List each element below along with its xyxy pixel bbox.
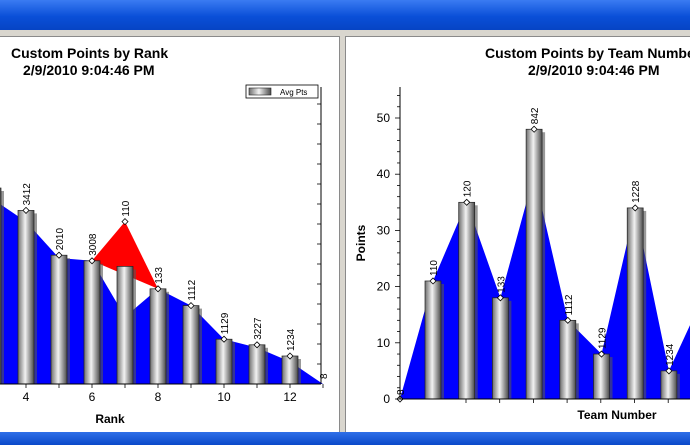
rank-chart-plot: 3412 2010 3008 110 133 1112 1129 3227 1234 8 4 6 8 10… (0, 84, 330, 426)
rank-bar (281, 355, 299, 385)
team-marker (463, 198, 471, 206)
rank-bar (149, 288, 167, 385)
team-y-tick-label: 10 (377, 336, 391, 350)
team-bar (660, 370, 678, 400)
rank-bar (116, 266, 134, 385)
team-chart-panel: Custom Points by Team Number 2/9/2010 9:… (345, 36, 690, 434)
team-y-axis-label: Points (354, 224, 368, 261)
rank-x-axis-label: Rank (95, 412, 125, 426)
rank-marker (253, 341, 261, 349)
team-marker (530, 125, 538, 133)
rank-marker (55, 251, 63, 259)
team-data-label: 120 (463, 180, 474, 197)
rank-legend-label: Avg Pts (280, 88, 307, 97)
rank-data-label: 8 (319, 373, 330, 379)
team-chart-title: Custom Points by Team Number (485, 45, 690, 61)
team-bar (424, 280, 442, 400)
rank-bar-shadow (0, 191, 4, 384)
rank-data-label: 2010 (55, 228, 66, 251)
rank-marker (220, 335, 228, 343)
team-x-axis-label: Team Number (577, 408, 656, 422)
rank-bar (83, 260, 101, 385)
team-marker (597, 350, 606, 358)
rank-bar (215, 338, 233, 385)
team-marker (564, 316, 572, 324)
rank-highlight-area (92, 221, 158, 289)
team-data-label: 8 (396, 389, 407, 395)
team-data-label: 1129 (598, 327, 609, 349)
rank-data-label: 3412 (22, 183, 33, 206)
team-y-tick-label: 0 (383, 392, 390, 406)
rank-data-label: 133 (154, 267, 165, 284)
rank-marker (121, 218, 129, 226)
team-bar (492, 297, 509, 400)
team-y-tick-label: 30 (377, 223, 391, 237)
rank-data-label: 1234 (286, 328, 297, 351)
rank-bar (182, 305, 200, 385)
rank-marker (286, 352, 294, 360)
team-y-tick-label: 50 (377, 111, 391, 125)
rank-chart-title: Custom Points by Rank (11, 45, 169, 61)
rank-chart-panel: Custom Points by Rank 2/9/2010 9:04:46 P… (0, 36, 340, 434)
rank-marker (154, 285, 162, 293)
rank-data-label: 3008 (88, 233, 99, 256)
window-bottom-bar (0, 432, 690, 445)
team-chart-date: 2/9/2010 9:04:46 PM (528, 62, 660, 78)
rank-bar (0, 187, 2, 385)
rank-bar (248, 344, 266, 385)
team-data-label: 133 (496, 276, 507, 293)
rank-x-tick-label: 10 (217, 390, 231, 404)
rank-data-label: 110 (121, 200, 132, 216)
rank-legend-swatch (248, 87, 272, 96)
team-marker (665, 367, 673, 375)
rank-x-tick-label: 4 (23, 390, 30, 404)
rank-chart-date: 2/9/2010 9:04:46 PM (23, 62, 155, 78)
rank-x-tick-label: 12 (283, 390, 297, 404)
team-chart-plot: 8 110 120 133 842 1112 1129 1228 1234 0 10 20 30 40 50… (354, 87, 690, 422)
team-bar (525, 128, 543, 400)
rank-data-label: 1112 (187, 279, 198, 300)
team-data-label: 1228 (631, 180, 642, 203)
team-bar (559, 319, 577, 400)
rank-data-label: 3227 (253, 317, 264, 340)
team-data-label: 1112 (564, 294, 575, 315)
team-bar (458, 201, 476, 400)
team-marker (496, 294, 504, 302)
rank-bar (17, 210, 35, 385)
team-y-tick-label: 20 (377, 280, 391, 294)
team-marker (631, 204, 639, 212)
team-data-label: 110 (429, 260, 440, 276)
rank-marker (88, 257, 96, 265)
team-marker (429, 277, 437, 285)
team-bar (626, 207, 644, 400)
rank-x-tick-label: 6 (89, 390, 96, 404)
rank-data-label: 1129 (220, 312, 231, 334)
rank-legend: Avg Pts (245, 84, 319, 99)
team-bar (593, 353, 610, 400)
team-y-tick-label: 40 (377, 167, 391, 181)
window-title-bar[interactable] (0, 0, 690, 30)
rank-x-tick-label: 8 (155, 390, 162, 404)
team-data-label: 1234 (665, 343, 676, 366)
rank-marker (22, 206, 30, 214)
team-data-label: 842 (530, 107, 541, 124)
rank-bar (50, 254, 68, 385)
rank-marker (187, 302, 195, 310)
